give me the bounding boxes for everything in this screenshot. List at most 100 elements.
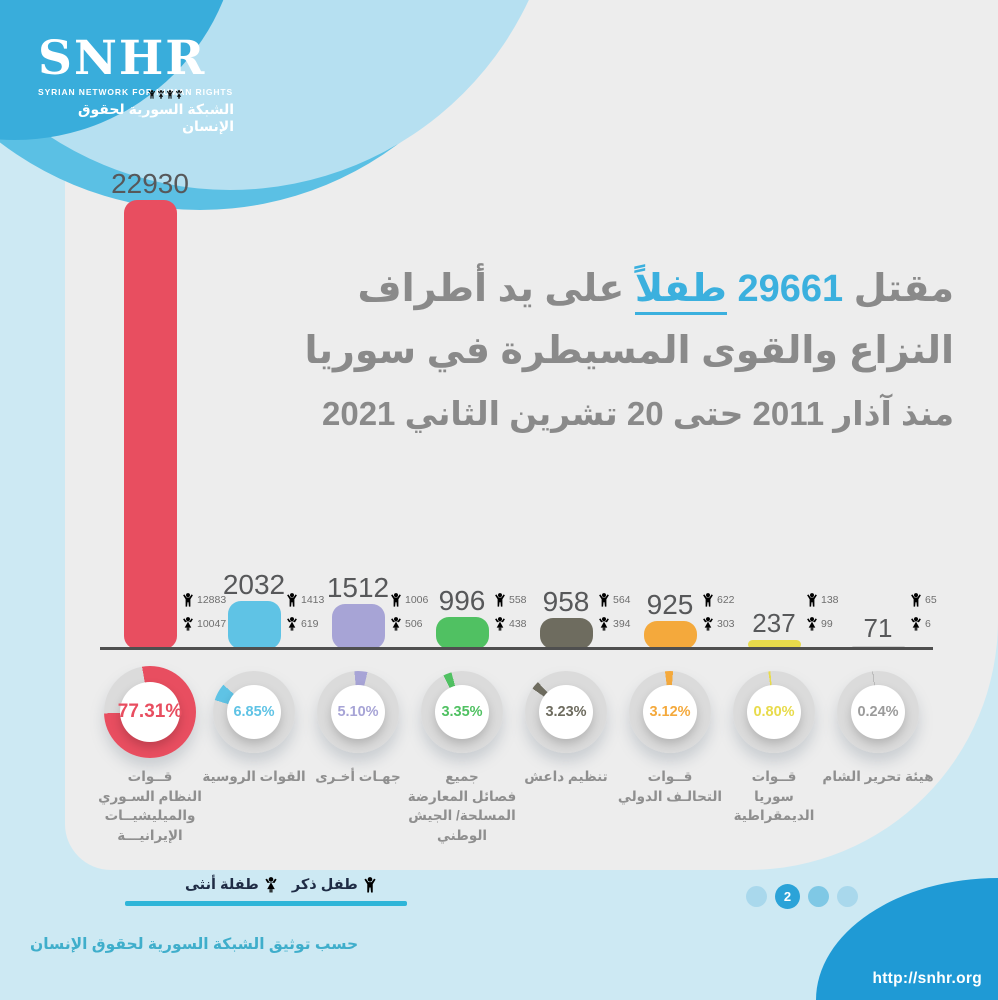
bar [124, 200, 177, 649]
boy-icon [363, 877, 377, 893]
boy-icon [598, 593, 610, 607]
party-label: تنظيم داعش [524, 769, 608, 784]
bar-value-label: 996 [438, 585, 486, 616]
gender-breakdown: 1413 619 [286, 592, 324, 640]
percent-label: 5.10% [337, 704, 379, 720]
party-label: جهـات أخـرى [315, 769, 401, 784]
page-title: مقتل 29661 طفلاً على يد أطراف النزاع وال… [254, 258, 954, 442]
gender-breakdown: 1006 506 [390, 592, 428, 640]
female-count: 10047 [197, 617, 227, 630]
boy-icon [286, 593, 298, 607]
page-dot-1[interactable] [746, 886, 767, 907]
party-label: قــوات النظام السـوري والميليشيــات الإي… [98, 769, 202, 843]
page-dot-4[interactable] [837, 886, 858, 907]
children-word: طفلاً [634, 268, 727, 315]
bar-value-label: 1512 [326, 572, 390, 603]
attribution-text: حسب توثيق الشبكة السورية لحقوق الإنسان [30, 936, 359, 953]
total-count: 29661 [737, 268, 844, 310]
bar [332, 604, 385, 649]
title-line-1: مقتل 29661 طفلاً على يد أطراف [254, 258, 954, 320]
girl-icon [390, 617, 402, 631]
legend-item-female: طفلة أنثى [185, 877, 278, 893]
donut-chart: 5.10% [317, 671, 399, 753]
snhr-logo: SNHR SYRIAN NETWORK FOR HUMAN RIGHTS الش… [38, 34, 288, 135]
percent-label: 0.80% [753, 704, 795, 720]
female-count: 394 [613, 617, 631, 630]
girl-icon [264, 877, 278, 893]
logo-people-icons [148, 90, 183, 99]
logo-acronym: SNHR [38, 31, 207, 86]
girl-icon [598, 617, 610, 631]
bar-value-label: 958 [542, 586, 590, 617]
percent-label: 0.24% [857, 704, 899, 720]
bar-value-label: 925 [646, 589, 694, 620]
boy-icon [806, 593, 818, 607]
party-label: القوات الروسية [202, 769, 306, 784]
party-label: جميع فصائل المعارضة المسلحة/ الجيش الوطن… [407, 769, 517, 843]
gender-breakdown: 12883 10047 [182, 592, 226, 640]
girl-icon [182, 617, 194, 631]
male-count: 1006 [405, 593, 429, 606]
boy-icon [702, 593, 714, 607]
gender-breakdown: 65 6 [910, 592, 937, 640]
male-count: 558 [509, 593, 527, 606]
gender-breakdown: 558 438 [494, 592, 527, 640]
boy-icon [390, 593, 402, 607]
bar-value-label: 2032 [222, 569, 286, 600]
percent-label: 3.12% [649, 704, 691, 720]
donut-chart: 0.24% [837, 671, 919, 753]
gender-breakdown: 138 99 [806, 592, 839, 640]
bar [748, 640, 801, 649]
male-count: 65 [925, 593, 937, 606]
male-count: 622 [717, 593, 735, 606]
bar [228, 601, 281, 649]
title-line-2: النزاع والقوى المسيطرة في سوريا [304, 330, 954, 372]
girl-icon [494, 617, 506, 631]
male-count: 12883 [197, 593, 227, 606]
logo-subtitle-ar: الشبكة السورية لحقوق الإنسان [77, 101, 234, 134]
percent-label: 6.85% [233, 704, 275, 720]
bar-value-label: 22930 [111, 168, 189, 199]
bar [540, 618, 593, 649]
percent-label: 3.23% [545, 704, 587, 720]
girl-icon [806, 617, 818, 631]
legend-male-label: طفل ذكر [291, 877, 358, 893]
page-dots: 2 [746, 884, 858, 909]
male-count: 138 [821, 593, 839, 606]
website-url[interactable]: http://snhr.org [872, 970, 982, 987]
page-dot-2-active[interactable]: 2 [775, 884, 800, 909]
donut-chart: 0.80% [733, 671, 815, 753]
girl-icon [286, 617, 298, 631]
girl-icon [910, 617, 922, 631]
party-label: قــوات سوريا الديمقراطية [733, 769, 815, 823]
legend-underline [125, 901, 407, 906]
female-count: 6 [925, 617, 931, 630]
gender-legend: طفل ذكر طفلة أنثى [185, 877, 377, 893]
donut-chart: 3.23% [525, 671, 607, 753]
female-count: 506 [405, 617, 423, 630]
gender-breakdown: 622 303 [702, 592, 735, 640]
male-count: 564 [613, 593, 631, 606]
bar-value-label: 237 [752, 608, 796, 638]
logo-subtitle-en: SYRIAN NETWORK FOR HUMAN RIGHTS [38, 87, 234, 97]
legend-item-male: طفل ذكر [292, 877, 377, 893]
party-label: هيئة تحرير الشام [822, 769, 934, 784]
female-count: 438 [509, 617, 527, 630]
donut-chart: 3.12% [629, 671, 711, 753]
male-count: 1413 [301, 593, 325, 606]
female-count: 619 [301, 617, 319, 630]
female-count: 303 [717, 617, 735, 630]
percent-label: 3.35% [441, 704, 483, 720]
girl-icon [702, 617, 714, 631]
bar [644, 621, 697, 649]
bar-value-label: 71 [863, 613, 893, 643]
bar [436, 617, 489, 649]
boy-icon [182, 593, 194, 607]
boy-icon [910, 593, 922, 607]
page-dot-3[interactable] [808, 886, 829, 907]
donut-chart: 3.35% [421, 671, 503, 753]
percent-label: 77.31% [117, 701, 183, 722]
female-count: 99 [821, 617, 833, 630]
donut-chart: 6.85% [213, 671, 295, 753]
